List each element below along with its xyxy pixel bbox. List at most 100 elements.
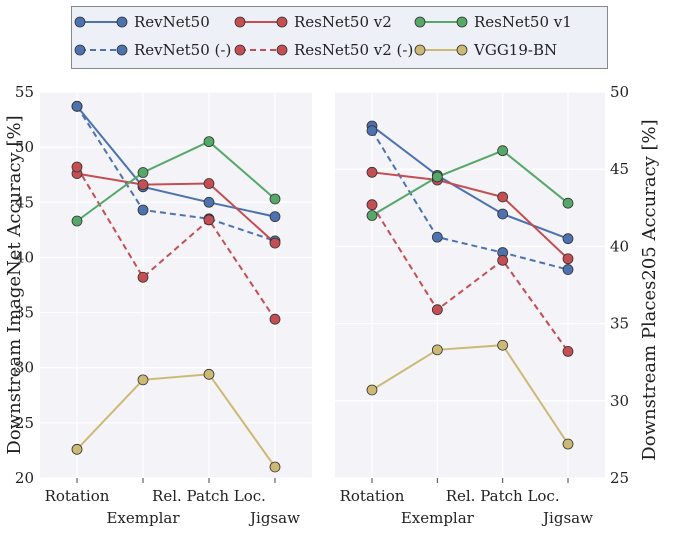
legend-item-revnet50_minus: RevNet50 (-) (74, 41, 231, 59)
point-resnet50v1-rotation (366, 210, 378, 221)
legend-marker (74, 44, 86, 56)
legend-item-resnet50v2: ResNet50 v2 (234, 13, 392, 31)
legend-item-vgg19bn: VGG19-BN (414, 41, 557, 59)
series-line-vgg19bn (76, 373, 276, 468)
panel-1: 20 25 30 35 40 45 50 55 Rotation Exemplar Rel. Pat… (4, 83, 312, 527)
legend-label: VGG19-BN (473, 41, 557, 59)
point-vgg19bn-exemplar (431, 344, 443, 356)
y-tick-label: 25 (610, 469, 629, 487)
y-tick-label: 35 (610, 315, 629, 333)
series-line-vgg19bn (371, 344, 569, 445)
series-line-resnet50v2 (76, 172, 276, 244)
point-resnet50v2-rel-patch-loc (497, 191, 509, 203)
point-resnet50v2-jigsaw (269, 237, 281, 249)
legend-marker (276, 44, 288, 56)
x-tick-label-rel-patch-loc: Rel. Patch Loc. (446, 487, 560, 505)
point-revnet50_minus-rotation (71, 100, 83, 112)
legend-label: ResNet50 v2 (294, 13, 392, 31)
y-tick-label: 50 (610, 83, 629, 101)
legend-marker (234, 16, 246, 28)
point-resnet50v2-exemplar (137, 179, 149, 191)
legend-marker (414, 44, 426, 56)
x-tick-label-rel-patch-loc: Rel. Patch Loc. (152, 487, 266, 505)
legend-label: ResNet50 v2 (-) (294, 41, 413, 59)
y-tick-label: 45 (610, 160, 629, 178)
point-resnet50v1-rel-patch-loc (497, 145, 509, 157)
series-line-resnet50v2 (371, 171, 569, 260)
y-tick-label: 45 (15, 193, 34, 211)
legend-label: ResNet50 v1 (474, 13, 572, 31)
legend-marker (116, 16, 128, 28)
point-resnet50v2_minus-exemplar (137, 271, 149, 283)
y-axis-label: Downstream ImageNet Accuracy [%] (4, 115, 25, 454)
series-line-revnet50_minus (371, 130, 569, 271)
point-resnet50v1-exemplar (431, 171, 443, 183)
y-tick-label: 20 (15, 469, 34, 487)
point-resnet50v1-rotation (71, 215, 83, 227)
legend-marker (456, 16, 468, 28)
point-vgg19bn-exemplar (137, 374, 149, 386)
series-line-revnet50_minus (76, 105, 276, 242)
legend-marker (456, 44, 468, 56)
point-resnet50v2_minus-jigsaw (269, 313, 281, 325)
legend-marker (414, 16, 426, 28)
point-vgg19bn-rel-patch-loc (497, 339, 509, 351)
point-vgg19bn-rotation (366, 384, 378, 396)
panels: 20 25 30 35 40 45 50 55 Rotation Exemplar Rel. Pat… (4, 83, 660, 527)
point-resnet50v1-exemplar (137, 167, 149, 178)
y-tick-label: 50 (15, 138, 34, 156)
point-resnet50v1-jigsaw (269, 193, 281, 205)
point-resnet50v1-rel-patch-loc (203, 136, 215, 148)
point-revnet50-rel-patch-loc (203, 196, 215, 208)
point-revnet50-rel-patch-loc (497, 208, 509, 220)
x-tick-label-jigsaw: Jigsaw (248, 509, 300, 527)
y-tick-label: 55 (15, 83, 34, 101)
point-revnet50-jigsaw (562, 233, 574, 245)
point-resnet50v2-rel-patch-loc (203, 178, 215, 189)
legend-marker (74, 16, 86, 28)
point-resnet50v2_minus-rel-patch-loc (203, 214, 215, 226)
point-vgg19bn-rotation (71, 443, 83, 455)
x-tick-label-rotation: Rotation (45, 487, 110, 505)
y-tick-label: 30 (15, 359, 34, 377)
y-tick-label: 35 (15, 304, 34, 322)
y-tick-label: 40 (610, 237, 629, 255)
point-revnet50_minus-exemplar (431, 231, 443, 243)
point-revnet50_minus-exemplar (137, 204, 149, 216)
point-vgg19bn-jigsaw (562, 438, 574, 450)
point-revnet50-jigsaw (269, 211, 281, 223)
y-tick-label: 40 (15, 248, 34, 266)
point-revnet50_minus-rotation (366, 125, 378, 137)
plot-area (40, 92, 312, 478)
point-resnet50v2_minus-exemplar (431, 304, 443, 316)
x-tick-label-exemplar: Exemplar (106, 509, 180, 527)
series-line-resnet50v1 (76, 140, 276, 222)
y-tick-label: 25 (15, 414, 34, 432)
series-line-resnet50v2_minus (76, 166, 276, 320)
legend-item-resnet50v2_minus: ResNet50 v2 (-) (234, 41, 413, 59)
legend-marker (276, 16, 288, 28)
series-line-resnet50v2_minus (371, 204, 569, 352)
legend-marker (116, 44, 128, 56)
legend-label: RevNet50 (134, 13, 210, 31)
panel-2: 25 30 35 40 45 50 Rotation Exemplar Rel. Patch L… (335, 83, 660, 527)
point-vgg19bn-rel-patch-loc (203, 368, 215, 380)
point-revnet50_minus-jigsaw (562, 264, 574, 275)
point-resnet50v2-jigsaw (562, 253, 574, 265)
y-tick-label: 30 (610, 392, 629, 410)
x-tick-label-rotation: Rotation (340, 487, 405, 505)
legend: RevNet50 RevNet50 (-) ResNet50 v2 ResNet50 … (71, 6, 608, 69)
legend-marker (234, 44, 246, 56)
x-tick-label-jigsaw: Jigsaw (541, 509, 593, 527)
series-line-revnet50 (76, 105, 276, 218)
legend-item-revnet50: RevNet50 (74, 13, 210, 31)
legend-label: RevNet50 (-) (134, 41, 231, 59)
point-resnet50v1-jigsaw (562, 197, 574, 209)
point-vgg19bn-jigsaw (269, 461, 281, 473)
legend-box (71, 6, 608, 69)
series-line-revnet50 (371, 125, 569, 240)
x-tick-label-exemplar: Exemplar (401, 509, 475, 527)
y-axis-label: Downstream Places205 Accuracy [%] (639, 119, 660, 460)
point-resnet50v2-rotation (366, 166, 378, 178)
